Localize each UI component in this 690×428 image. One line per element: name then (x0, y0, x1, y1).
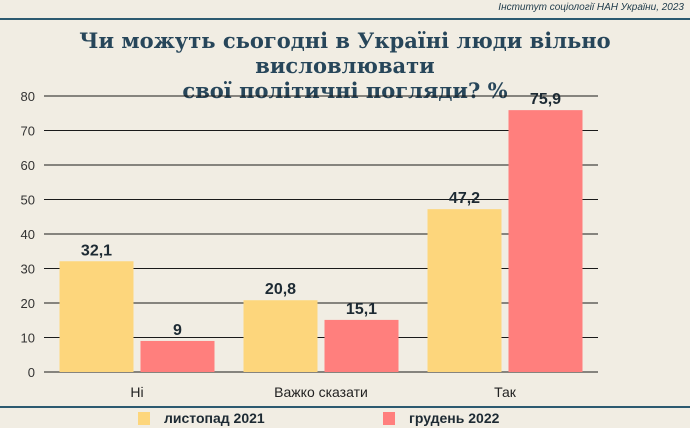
legend-label-dec-2022: грудень 2022 (409, 410, 500, 426)
y-tick-label-40: 40 (21, 227, 35, 242)
legend-item-nov-2021: листопад 2021 (138, 410, 265, 426)
bar-1-0 (243, 300, 318, 372)
data-label-2-1: 75,9 (530, 91, 561, 108)
bottom-divider (0, 406, 690, 408)
top-divider (0, 18, 690, 20)
y-tick-label-80: 80 (21, 89, 35, 104)
bar-0-1 (140, 340, 215, 372)
bar-2-1 (508, 110, 583, 373)
legend-label-nov-2021: листопад 2021 (164, 410, 265, 426)
chart-title: Чи можуть сьогодні в Україні люди вільно… (0, 28, 690, 103)
bar-1-1 (324, 319, 399, 372)
legend-swatch-nov-2021 (138, 411, 150, 425)
bar-chart: 0 10 20 30 40 50 60 70 80 32,1 9 Ні 20,8 15,1 Важко ск… (21, 89, 598, 400)
data-label-1-0: 20,8 (265, 281, 296, 298)
x-tick-label-2: Так (494, 384, 517, 400)
y-tick-label-20: 20 (21, 296, 35, 311)
data-label-2-0: 47,2 (449, 190, 480, 207)
y-tick-label-0: 0 (28, 365, 35, 380)
legend-item-dec-2022: грудень 2022 (383, 410, 499, 426)
data-label-0-0: 32,1 (81, 242, 112, 259)
bar-2-0 (427, 209, 502, 372)
y-tick-label-70: 70 (21, 124, 35, 139)
legend: листопад 2021 грудень 2022 (0, 410, 690, 428)
chart-title-line-1: Чи можуть сьогодні в Україні люди вільно… (79, 28, 611, 78)
y-tick-label-60: 60 (21, 158, 35, 173)
bar-0-0 (59, 261, 134, 372)
x-tick-label-0: Ні (130, 384, 143, 400)
y-tick-label-10: 10 (21, 331, 35, 346)
legend-swatch-dec-2022 (383, 411, 395, 425)
x-tick-label-1: Важко сказати (274, 384, 368, 400)
data-label-1-1: 15,1 (346, 301, 377, 318)
data-label-0-1: 9 (173, 322, 182, 339)
source-note: Інститут соціології НАН України, 2023 (498, 2, 684, 13)
chart-title-line-2: свої політичні погляди? % (182, 78, 508, 103)
y-tick-label-50: 50 (21, 193, 35, 208)
y-tick-label-30: 30 (21, 262, 35, 277)
